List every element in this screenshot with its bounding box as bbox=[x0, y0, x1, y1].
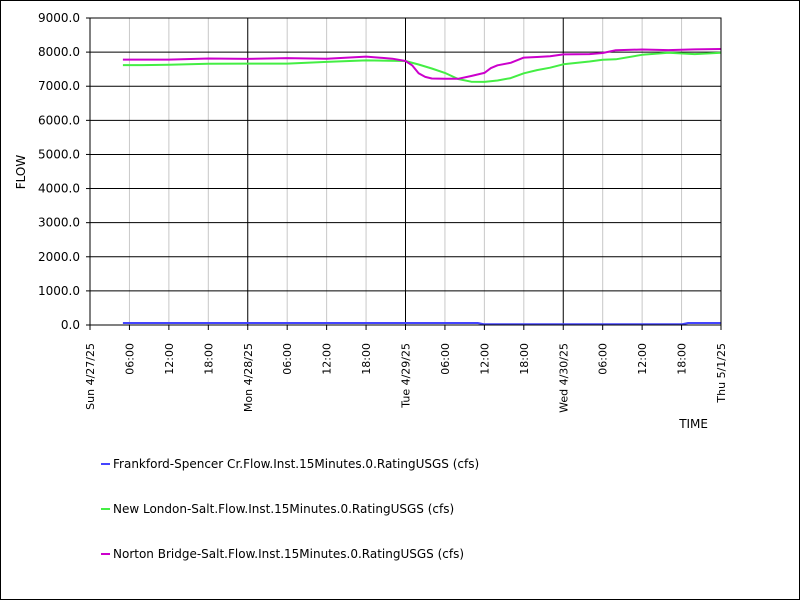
x-tick-label: Thu 5/1/25 bbox=[715, 343, 728, 404]
y-tick-label: 8000.0 bbox=[38, 45, 80, 59]
x-tick-label: Mon 4/28/25 bbox=[242, 343, 255, 412]
x-tick-label: Sun 4/27/25 bbox=[84, 343, 97, 410]
y-tick-label: 2000.0 bbox=[38, 250, 80, 264]
x-tick-label: 18:00 bbox=[518, 343, 531, 375]
x-tick-label: 06:00 bbox=[597, 343, 610, 375]
series-line-2 bbox=[122, 51, 722, 83]
x-tick-label: 18:00 bbox=[360, 343, 373, 375]
x-tick-label: 12:00 bbox=[478, 343, 491, 375]
x-tick-label: Tue 4/29/25 bbox=[400, 343, 413, 409]
series-line-3 bbox=[122, 48, 722, 80]
legend-label-3: Norton Bridge-Salt.Flow.Inst.15Minutes.0… bbox=[113, 547, 464, 561]
x-tick-label: 06:00 bbox=[439, 343, 452, 375]
y-tick-label: 1000.0 bbox=[38, 284, 80, 298]
x-axis-label: TIME bbox=[678, 417, 708, 431]
series-line-1 bbox=[122, 322, 721, 326]
x-tick-label: 12:00 bbox=[163, 343, 176, 375]
y-tick-label: 0.0 bbox=[61, 318, 80, 332]
plot-border bbox=[89, 17, 722, 326]
legend-label-1: Frankford-Spencer Cr.Flow.Inst.15Minutes… bbox=[113, 457, 479, 471]
y-tick-label: 6000.0 bbox=[38, 113, 80, 127]
x-axis-ticks: Sun 4/27/25 06:00 12:00 18:00 Mon 4/28/25 06:… bbox=[84, 325, 728, 413]
x-tick-label: 12:00 bbox=[636, 343, 649, 375]
legend-label-2: New London-Salt.Flow.Inst.15Minutes.0.Ra… bbox=[113, 502, 454, 516]
x-tick-label: Wed 4/30/25 bbox=[557, 343, 570, 413]
y-tick-label: 4000.0 bbox=[38, 182, 80, 196]
y-tick-label: 3000.0 bbox=[38, 216, 80, 230]
series-lines bbox=[122, 48, 722, 326]
legend: Frankford-Spencer Cr.Flow.Inst.15Minutes… bbox=[101, 457, 479, 561]
x-tick-label: 06:00 bbox=[281, 343, 294, 375]
y-tick-label: 5000.0 bbox=[38, 147, 80, 161]
y-tick-label: 7000.0 bbox=[38, 79, 80, 93]
y-axis-ticks: 0.0 1000.0 2000.0 3000.0 4000.0 5000.0 6000.0 7… bbox=[38, 11, 90, 332]
x-tick-label: 18:00 bbox=[676, 343, 689, 375]
y-axis-label: FLOW bbox=[14, 155, 28, 190]
x-tick-label: 12:00 bbox=[321, 343, 334, 375]
x-tick-label: 18:00 bbox=[202, 343, 215, 375]
y-tick-label: 9000.0 bbox=[38, 11, 80, 25]
x-tick-label: 06:00 bbox=[123, 343, 136, 375]
